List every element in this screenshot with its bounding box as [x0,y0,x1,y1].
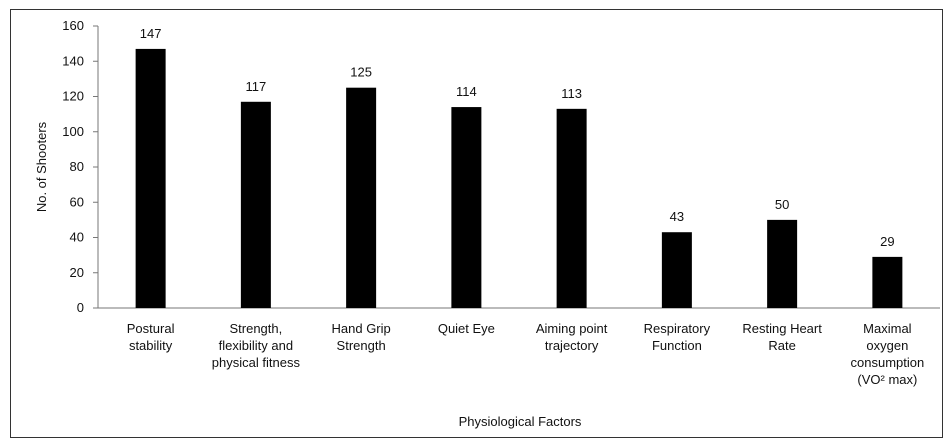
y-tick-label: 40 [70,230,84,245]
data-label: 114 [456,84,477,99]
y-tick-label: 80 [70,159,84,174]
data-label: 117 [246,79,267,94]
y-axis-title: No. of Shooters [34,121,49,212]
data-label: 50 [775,197,789,212]
y-tick-label: 60 [70,194,84,209]
bar [240,101,271,308]
x-tick-label: Respiratory Function [644,321,711,353]
data-label: 125 [350,65,372,80]
bar [556,108,587,309]
bar [767,219,798,308]
bar [346,87,377,308]
y-tick-label: 20 [70,265,84,280]
x-tick-label: Postural stability [127,321,175,353]
data-label: 113 [561,86,582,101]
x-tick-label: Quiet Eye [438,321,495,336]
y-tick-label: 100 [62,124,84,139]
bar [872,256,903,308]
x-tick-label: Resting Heart Rate [742,321,822,353]
bar [661,232,692,308]
data-label: 43 [670,209,684,224]
data-label: 29 [880,234,894,249]
x-tick-label: Strength, flexibility and physical fitness [212,321,301,370]
y-tick-label: 140 [62,53,84,68]
y-tick-label: 160 [62,18,84,33]
y-tick-label: 0 [77,300,84,315]
data-label: 147 [140,26,162,41]
x-tick-label: Maximal oxygen consumption (VO² max) [851,321,925,387]
y-tick-label: 120 [62,89,84,104]
x-tick-label: Aiming point trajectory [536,321,608,353]
x-tick-label: Hand Grip Strength [332,321,391,353]
bar [135,48,166,308]
x-axis-title: Physiological Factors [459,414,582,429]
bar [451,107,482,308]
